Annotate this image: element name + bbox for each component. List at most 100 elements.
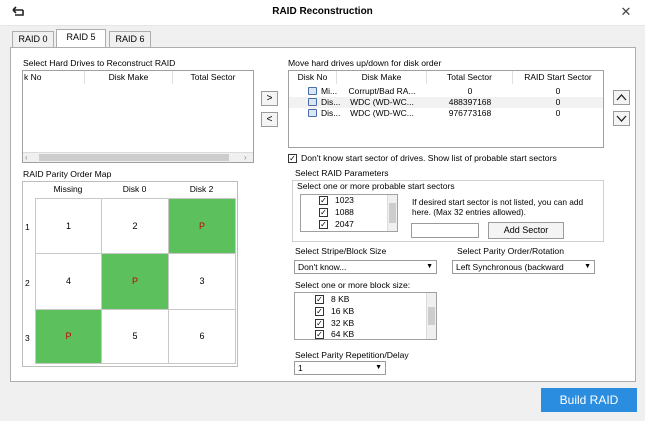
sector-value: 2047 (335, 219, 354, 229)
title-bar (0, 0, 645, 26)
sector-checkbox[interactable]: ✓ (319, 196, 328, 205)
parity-order-map: Missing Disk 0 Disk 2 1 1 2 P 2 4 P 3 3 … (22, 181, 238, 367)
column-header-total-sector[interactable]: Total Sector (427, 71, 513, 84)
repetition-value: 1 (298, 363, 303, 373)
map-parity-cell: P (168, 198, 236, 254)
column-header-disk-no[interactable]: k No (23, 71, 85, 84)
map-parity-cell: P (35, 309, 102, 364)
drives-list[interactable]: k No Disk Make Total Sector ‹ › (22, 70, 254, 163)
not-listed-text: If desired start sector is not listed, y… (412, 197, 584, 217)
select-drives-label: Select Hard Drives to Reconstruct RAID (23, 58, 176, 68)
sector-value: 1088 (335, 207, 354, 217)
disk-order-list[interactable]: Disk No Disk Make Total Sector RAID Star… (288, 70, 604, 148)
disk-row[interactable]: Dis... WDC (WD-WC... 976773168 0 (289, 108, 603, 119)
block-sizes-list[interactable]: ✓ 8 KB ✓ 16 KB ✓ 32 KB ✓ 64 KB (294, 292, 437, 340)
parity-order-value: Left Synchronous (backward (456, 262, 564, 272)
scroll-left-icon[interactable]: ‹ (25, 153, 28, 162)
tab-raid-0[interactable]: RAID 0 (12, 31, 54, 47)
disk-row[interactable]: Dis... WDC (WD-WC... 488397168 0 (289, 97, 603, 108)
raid-parameters-label: Select RAID Parameters (295, 168, 389, 178)
close-icon[interactable]: ✕ (620, 4, 632, 19)
disk-icon (308, 87, 317, 95)
map-header-disk-0: Disk 0 (122, 184, 147, 194)
block-size-checkbox[interactable]: ✓ (315, 295, 324, 304)
block-size-checkbox[interactable]: ✓ (315, 307, 324, 316)
disk-start-sector: 0 (555, 108, 561, 118)
map-header-disk-2: Disk 2 (189, 184, 214, 194)
column-header-disk-no[interactable]: Disk No (289, 71, 337, 84)
sector-checkbox[interactable]: ✓ (319, 220, 328, 229)
map-header-missing: Missing (53, 184, 83, 194)
dropdown-arrow-icon: ▼ (584, 263, 591, 270)
stripe-size-dropdown[interactable]: Don't know... ▼ (294, 260, 437, 274)
move-right-button[interactable]: > (261, 91, 278, 106)
stripe-size-value: Don't know... (298, 262, 347, 272)
disk-icon (308, 98, 317, 106)
column-header-raid-start-sector[interactable]: RAID Start Sector (524, 72, 592, 82)
dont-know-checkbox[interactable]: ✓ (288, 154, 297, 163)
window-title: RAID Reconstruction (272, 6, 373, 17)
dropdown-arrow-icon: ▼ (375, 364, 382, 371)
map-cell: 2 (101, 198, 169, 254)
disk-icon (308, 109, 317, 117)
block-size-value: 8 KB (331, 294, 350, 304)
add-sector-button[interactable]: Add Sector (488, 222, 564, 239)
disk-start-sector: 0 (555, 97, 561, 107)
dont-know-label: Don't know start sector of drives. Show … (301, 153, 557, 163)
block-size-value: 16 KB (331, 306, 355, 316)
map-cell: 4 (35, 253, 102, 310)
tab-raid-5[interactable]: RAID 5 (56, 29, 106, 48)
column-header-disk-make[interactable]: Disk Make (85, 71, 173, 84)
sector-input[interactable] (411, 223, 479, 238)
map-cell: 1 (35, 198, 102, 254)
sector-value: 1023 (335, 195, 354, 205)
block-sizes-label: Select one or more block size: (295, 280, 411, 290)
disk-no: Dis... (321, 108, 341, 118)
sector-checkbox[interactable]: ✓ (319, 208, 328, 217)
move-left-button[interactable]: < (261, 112, 278, 127)
vertical-scrollbar[interactable] (387, 195, 397, 231)
block-size-value: 32 KB (331, 318, 355, 328)
chevron-down-icon (616, 115, 627, 122)
start-sectors-label: Select one or more probable start sector… (297, 181, 455, 191)
start-sectors-group (292, 180, 604, 242)
disk-row[interactable]: Mi... Corrupt/Bad RA... 0 0 (289, 86, 603, 97)
build-raid-button[interactable]: Build RAID (541, 388, 637, 412)
horizontal-scrollbar[interactable]: ‹ › (23, 152, 253, 162)
move-down-button[interactable] (613, 111, 630, 126)
repetition-label: Select Parity Repetition/Delay (295, 350, 409, 360)
disk-make: WDC (WD-WC... (350, 108, 414, 118)
tab-raid-6[interactable]: RAID 6 (109, 31, 151, 47)
column-header-total-sector[interactable]: Total Sector (190, 72, 236, 82)
disk-make: Corrupt/Bad RA... (348, 86, 416, 96)
scroll-thumb[interactable] (39, 154, 229, 161)
scroll-thumb[interactable] (389, 203, 396, 223)
back-arrow-icon[interactable] (10, 3, 26, 21)
scroll-thumb[interactable] (428, 307, 435, 325)
parity-order-dropdown[interactable]: Left Synchronous (backward ▼ (452, 260, 595, 274)
vertical-scrollbar[interactable] (426, 293, 436, 339)
disk-no: Dis... (321, 97, 341, 107)
parity-order-label: Select Parity Order/Rotation (457, 246, 564, 256)
disk-total-sector: 976773168 (448, 108, 492, 118)
scroll-right-icon[interactable]: › (244, 153, 247, 162)
chevron-up-icon (616, 94, 627, 101)
map-row-number: 2 (25, 278, 30, 288)
disk-total-sector: 0 (467, 86, 473, 96)
map-cell: 5 (101, 309, 169, 364)
dropdown-arrow-icon: ▼ (426, 263, 433, 270)
move-drives-label: Move hard drives up/down for disk order (288, 58, 442, 68)
parity-map-label: RAID Parity Order Map (23, 169, 112, 179)
stripe-size-label: Select Stripe/Block Size (295, 246, 387, 256)
column-header-disk-make[interactable]: Disk Make (337, 71, 427, 84)
block-size-checkbox[interactable]: ✓ (315, 330, 324, 339)
disk-total-sector: 488397168 (448, 97, 492, 107)
map-cell: 6 (168, 309, 236, 364)
repetition-dropdown[interactable]: 1 ▼ (294, 361, 386, 375)
disk-start-sector: 0 (555, 86, 561, 96)
map-row-number: 3 (25, 333, 30, 343)
map-parity-cell: P (101, 253, 169, 310)
move-up-button[interactable] (613, 90, 630, 105)
start-sectors-list[interactable]: ✓ 1023 ✓ 1088 ✓ 2047 (300, 194, 398, 232)
block-size-checkbox[interactable]: ✓ (315, 319, 324, 328)
